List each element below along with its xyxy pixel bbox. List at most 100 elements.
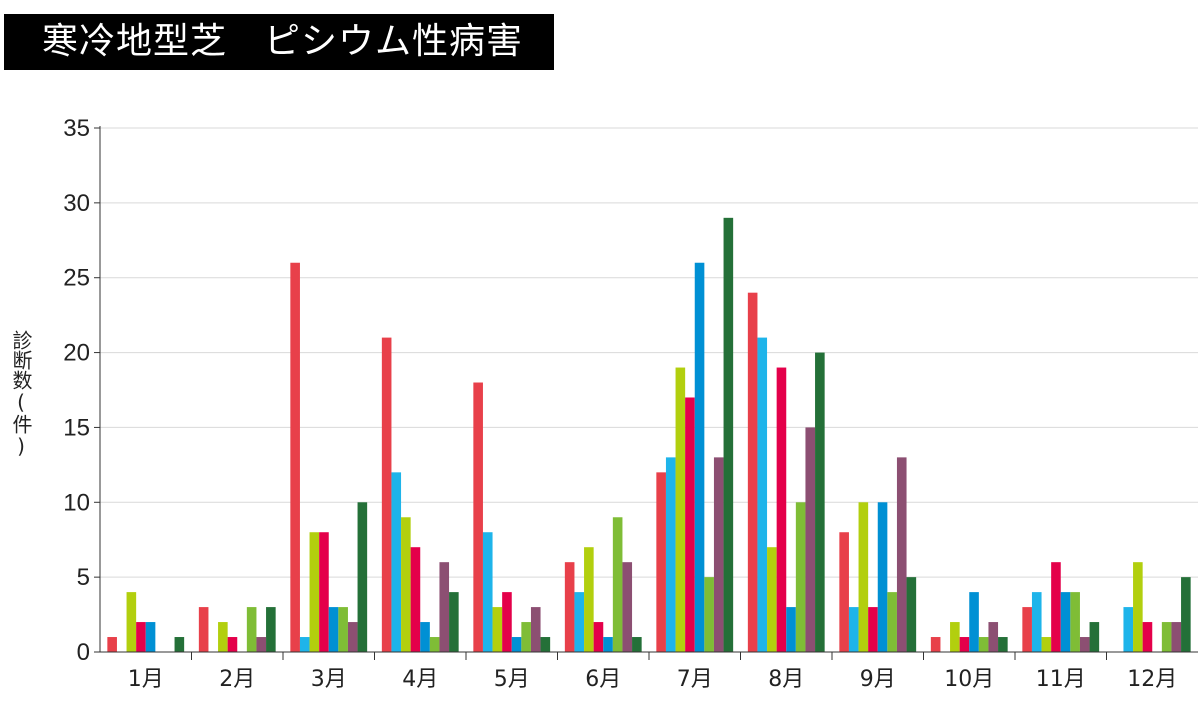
bar bbox=[1161, 622, 1172, 652]
bar bbox=[887, 592, 897, 652]
bar bbox=[357, 502, 368, 652]
bar bbox=[704, 577, 714, 652]
bar bbox=[266, 607, 276, 652]
bar bbox=[1041, 637, 1052, 652]
bar bbox=[290, 262, 300, 652]
bar bbox=[381, 337, 392, 652]
bar bbox=[328, 607, 339, 652]
bar bbox=[805, 427, 816, 652]
bar bbox=[930, 637, 941, 652]
bars bbox=[107, 217, 1191, 653]
bar bbox=[757, 337, 768, 652]
x-tick-label: 12月 bbox=[1127, 667, 1177, 692]
x-tick-label: 5月 bbox=[494, 667, 530, 692]
bar bbox=[391, 472, 402, 652]
bar bbox=[540, 637, 551, 652]
bar bbox=[747, 292, 758, 652]
bar bbox=[1070, 592, 1080, 652]
bar bbox=[978, 637, 989, 652]
bar bbox=[1171, 622, 1182, 652]
bar bbox=[776, 367, 787, 652]
bar bbox=[227, 637, 238, 652]
bar bbox=[694, 262, 705, 652]
bar bbox=[858, 502, 869, 652]
bar bbox=[675, 367, 686, 652]
bar bbox=[564, 562, 575, 652]
bar bbox=[1133, 562, 1143, 652]
bar bbox=[632, 637, 642, 652]
x-tick-label: 3月 bbox=[311, 667, 347, 692]
bar bbox=[612, 517, 623, 652]
bar bbox=[126, 592, 137, 652]
bar bbox=[969, 592, 979, 652]
bar bbox=[429, 637, 440, 652]
bar bbox=[401, 517, 411, 652]
bar bbox=[584, 547, 594, 652]
bar bbox=[1123, 607, 1134, 652]
bar bbox=[603, 637, 613, 652]
x-tick-label: 4月 bbox=[402, 667, 438, 692]
bar bbox=[449, 592, 459, 652]
bar bbox=[998, 637, 1008, 652]
x-axis-ticks: 1月 2月 3月 4月 5月 6月 7月 8月 9月 10月 11月 12月 bbox=[128, 652, 1177, 692]
bar bbox=[786, 607, 796, 652]
y-tick-label: 5 bbox=[77, 564, 90, 591]
bar bbox=[299, 637, 310, 652]
bar bbox=[530, 607, 541, 652]
bar bbox=[338, 607, 348, 652]
bar bbox=[347, 622, 358, 652]
y-tick-label: 25 bbox=[63, 265, 90, 292]
x-tick-label: 7月 bbox=[677, 667, 713, 692]
bar bbox=[723, 217, 734, 653]
x-tick-label: 10月 bbox=[944, 667, 994, 692]
title-banner: 寒冷地型芝 ピシウム性病害 bbox=[4, 14, 554, 70]
bar bbox=[767, 547, 777, 652]
bar bbox=[511, 637, 522, 652]
bar bbox=[309, 532, 320, 652]
y-tick-label: 35 bbox=[63, 115, 90, 142]
bar bbox=[1142, 622, 1153, 652]
gridlines bbox=[100, 127, 1198, 578]
bar bbox=[1079, 637, 1090, 652]
bar bbox=[439, 562, 450, 652]
y-tick-label: 20 bbox=[63, 340, 90, 367]
y-tick-label: 30 bbox=[63, 190, 90, 217]
chart-title: 寒冷地型芝 ピシウム性病害 bbox=[42, 21, 524, 62]
bar bbox=[1060, 592, 1071, 652]
y-axis-label: 診断数(件) bbox=[9, 330, 33, 458]
bar bbox=[246, 607, 257, 652]
bar bbox=[877, 502, 888, 652]
bar bbox=[420, 622, 430, 652]
bar bbox=[502, 592, 512, 652]
bar bbox=[839, 532, 849, 652]
bar bbox=[665, 457, 676, 652]
bar bbox=[492, 607, 503, 652]
x-tick-label: 1月 bbox=[128, 667, 164, 692]
bar bbox=[815, 352, 825, 652]
bar bbox=[521, 622, 531, 652]
bar bbox=[713, 457, 724, 652]
bar bbox=[107, 637, 117, 652]
bar bbox=[1031, 592, 1042, 652]
bar bbox=[848, 607, 859, 652]
bar bbox=[988, 622, 999, 652]
x-tick-label: 2月 bbox=[219, 667, 255, 692]
y-tick-label: 15 bbox=[63, 414, 90, 441]
bar bbox=[593, 622, 604, 652]
axes bbox=[99, 126, 1198, 653]
bar bbox=[410, 547, 421, 652]
bar bbox=[906, 577, 917, 652]
bar bbox=[136, 622, 146, 652]
bar bbox=[574, 592, 585, 652]
bar bbox=[482, 532, 493, 652]
bar bbox=[1051, 562, 1061, 652]
bar bbox=[685, 397, 695, 652]
x-tick-label: 11月 bbox=[1036, 667, 1086, 692]
bar bbox=[795, 502, 806, 652]
bar bbox=[473, 382, 483, 652]
bar bbox=[656, 472, 666, 652]
bar bbox=[959, 637, 970, 652]
bar bbox=[950, 622, 960, 652]
x-tick-label: 9月 bbox=[860, 667, 896, 692]
